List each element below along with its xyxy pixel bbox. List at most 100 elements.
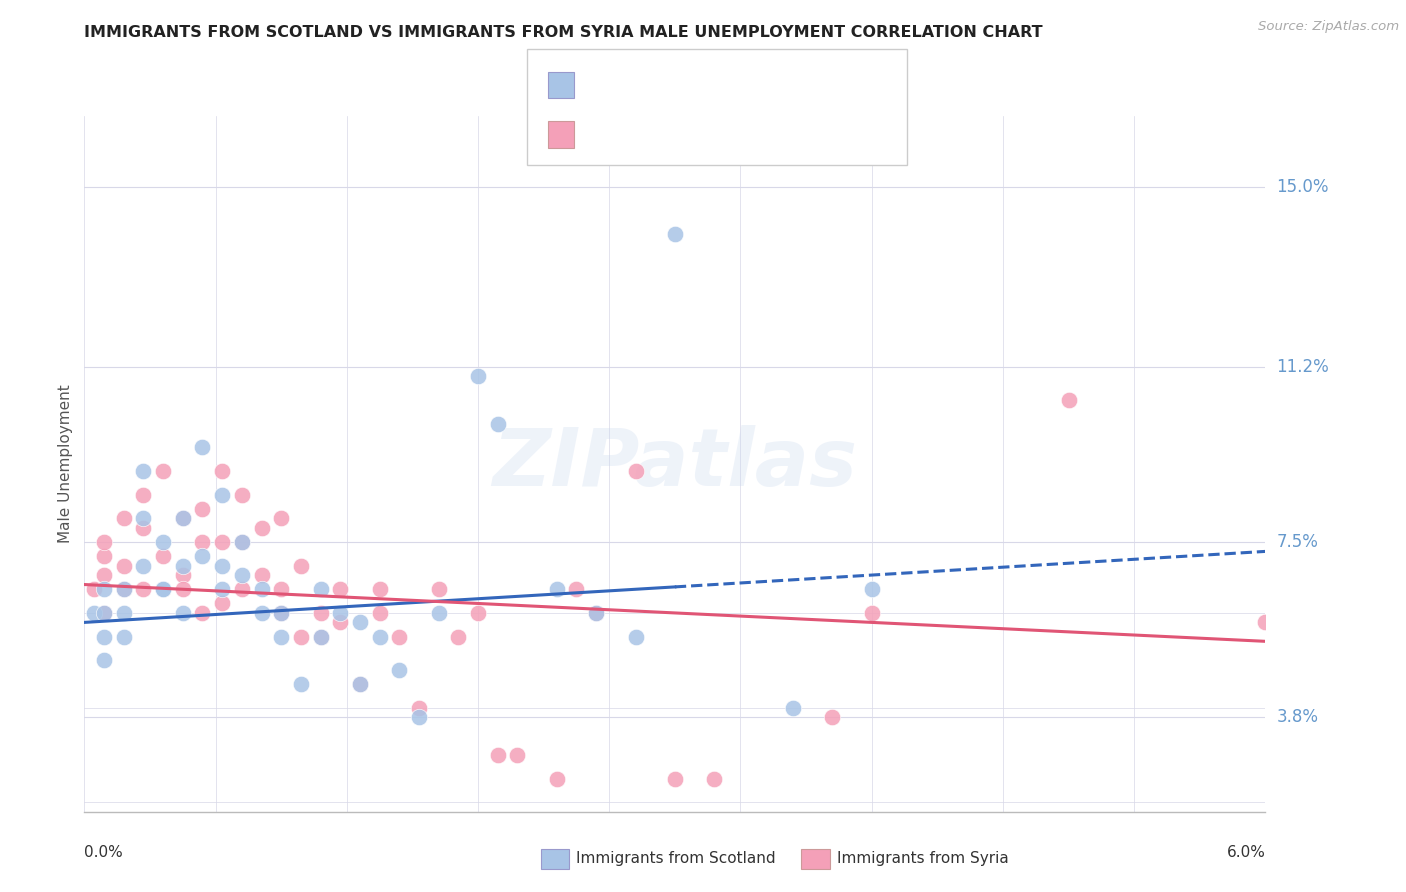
Point xyxy=(132,487,155,501)
Text: 11.2%: 11.2% xyxy=(1277,358,1329,376)
Text: ZIPatlas: ZIPatlas xyxy=(492,425,858,503)
Point xyxy=(546,772,568,786)
Point xyxy=(309,630,332,644)
Point xyxy=(231,535,253,549)
Point xyxy=(585,606,607,620)
Point xyxy=(309,630,332,644)
Point xyxy=(152,582,174,597)
Point xyxy=(309,582,332,597)
Text: IMMIGRANTS FROM SCOTLAND VS IMMIGRANTS FROM SYRIA MALE UNEMPLOYMENT CORRELATION : IMMIGRANTS FROM SCOTLAND VS IMMIGRANTS F… xyxy=(84,25,1043,40)
Text: 3.8%: 3.8% xyxy=(1277,708,1319,726)
Point xyxy=(93,653,115,667)
Point xyxy=(211,535,233,549)
Point xyxy=(112,558,135,573)
Point xyxy=(152,535,174,549)
Text: -0.103: -0.103 xyxy=(612,127,666,142)
Y-axis label: Male Unemployment: Male Unemployment xyxy=(58,384,73,543)
Point xyxy=(250,568,273,582)
Text: N = 56: N = 56 xyxy=(689,127,747,142)
Point xyxy=(290,558,312,573)
Point xyxy=(290,630,312,644)
Point xyxy=(93,535,115,549)
Point xyxy=(152,464,174,478)
Point xyxy=(467,606,489,620)
Point xyxy=(290,677,312,691)
Point xyxy=(132,521,155,535)
Point xyxy=(191,501,214,516)
Point xyxy=(231,487,253,501)
Point xyxy=(486,417,509,431)
Point xyxy=(427,606,450,620)
Point xyxy=(211,597,233,611)
Point xyxy=(329,606,352,620)
Point xyxy=(152,549,174,563)
Text: R =: R = xyxy=(581,78,609,93)
Point xyxy=(664,227,686,242)
Point xyxy=(408,710,430,724)
Point xyxy=(83,606,105,620)
Point xyxy=(83,582,105,597)
Point xyxy=(132,558,155,573)
Point xyxy=(93,606,115,620)
Point xyxy=(250,582,273,597)
Point xyxy=(231,535,253,549)
Point xyxy=(231,568,253,582)
Point xyxy=(388,663,411,677)
Point xyxy=(132,511,155,525)
Point xyxy=(467,369,489,384)
Point xyxy=(112,511,135,525)
Point xyxy=(172,568,194,582)
Point xyxy=(506,747,529,762)
Text: 15.0%: 15.0% xyxy=(1277,178,1329,196)
Point xyxy=(1254,615,1277,630)
Point xyxy=(172,558,194,573)
Point xyxy=(427,582,450,597)
Point xyxy=(211,558,233,573)
Point xyxy=(191,549,214,563)
Point xyxy=(152,582,174,597)
Point xyxy=(368,582,391,597)
Point xyxy=(408,700,430,714)
Point xyxy=(624,630,647,644)
Text: N = 46: N = 46 xyxy=(689,78,747,93)
Point xyxy=(211,464,233,478)
Point xyxy=(585,606,607,620)
Point xyxy=(349,677,371,691)
Text: Source: ZipAtlas.com: Source: ZipAtlas.com xyxy=(1258,20,1399,33)
Point xyxy=(172,511,194,525)
Point xyxy=(112,582,135,597)
Point xyxy=(270,606,292,620)
Text: 0.0%: 0.0% xyxy=(84,845,124,860)
Point xyxy=(93,582,115,597)
Point xyxy=(388,630,411,644)
Point xyxy=(191,440,214,454)
Text: R =: R = xyxy=(581,127,609,142)
Point xyxy=(112,582,135,597)
Point xyxy=(172,511,194,525)
Text: Immigrants from Syria: Immigrants from Syria xyxy=(837,852,1008,866)
Point xyxy=(447,630,470,644)
Point xyxy=(172,582,194,597)
Point xyxy=(368,630,391,644)
Point xyxy=(112,630,135,644)
Point xyxy=(329,582,352,597)
Point xyxy=(211,487,233,501)
Point xyxy=(329,615,352,630)
Point xyxy=(112,606,135,620)
Point xyxy=(270,630,292,644)
Point xyxy=(93,568,115,582)
Point xyxy=(782,700,804,714)
Point xyxy=(664,772,686,786)
Point xyxy=(93,630,115,644)
Point xyxy=(703,772,725,786)
Point xyxy=(93,606,115,620)
Point xyxy=(250,521,273,535)
Point xyxy=(860,606,883,620)
Text: 7.5%: 7.5% xyxy=(1277,533,1319,551)
Point xyxy=(349,677,371,691)
Text: 0.079: 0.079 xyxy=(616,78,669,93)
Point xyxy=(486,747,509,762)
Point xyxy=(546,582,568,597)
Point xyxy=(191,606,214,620)
Point xyxy=(172,606,194,620)
